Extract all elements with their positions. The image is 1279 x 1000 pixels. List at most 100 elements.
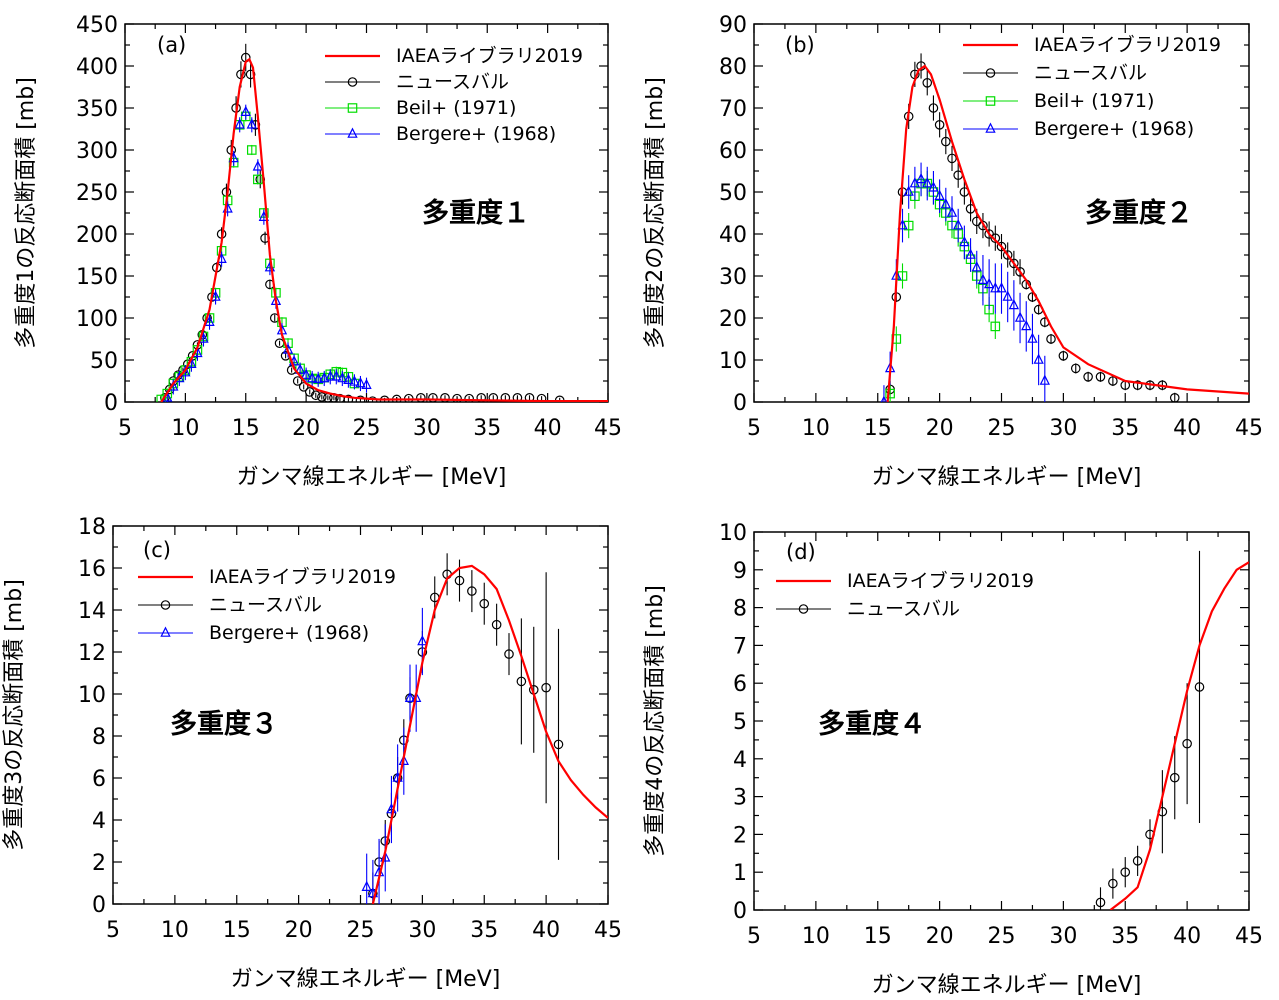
y-tick-label: 30	[719, 265, 747, 290]
series-2-points	[368, 553, 564, 904]
y-tick-label: 10	[719, 349, 747, 374]
data-point	[922, 78, 933, 88]
x-tick-label: 25	[988, 416, 1016, 441]
x-tick-label: 20	[926, 416, 954, 441]
data-point	[1169, 393, 1180, 402]
legend-item: Bergere+ (1968)	[138, 622, 369, 644]
data-point	[553, 739, 564, 750]
data-point	[1027, 332, 1038, 343]
x-tick-label: 5	[106, 918, 120, 943]
legend-item: ニュースバル	[325, 71, 509, 93]
panel-label: (b)	[785, 33, 815, 57]
x-tick-label: 45	[1235, 924, 1263, 949]
x-tick-label: 10	[802, 416, 830, 441]
series-2-points	[1095, 550, 1205, 910]
data-point	[903, 185, 914, 196]
x-tick-label: 20	[292, 416, 320, 441]
data-point	[1120, 867, 1131, 877]
y-tick-label: 200	[76, 223, 118, 248]
data-point	[294, 363, 306, 374]
y-tick-label: 0	[733, 391, 747, 416]
legend-label: ニュースバル	[847, 598, 960, 620]
legend-marker	[160, 600, 171, 610]
y-tick-label: 18	[78, 515, 106, 540]
data-point	[325, 370, 336, 381]
x-tick-label: 15	[864, 416, 892, 441]
x-tick-label: 45	[1235, 416, 1263, 441]
x-tick-label: 40	[1173, 416, 1201, 441]
legend-marker	[347, 103, 358, 113]
legend-label: Beil+ (1971)	[1034, 90, 1154, 112]
data-point	[292, 376, 303, 386]
data-point	[246, 118, 257, 129]
legend: IAEAライブラリ2019 ニュースバル Beil+ (1971) Bergere+ …	[325, 44, 583, 145]
legend-label: ニュースバル	[1034, 62, 1147, 84]
legend-item: Bergere+ (1968)	[963, 118, 1194, 140]
x-tick-label: 30	[413, 416, 441, 441]
data-point	[416, 393, 426, 402]
data-point	[512, 393, 523, 402]
x-tick-label: 15	[864, 924, 892, 949]
data-point	[210, 290, 221, 301]
data-point	[885, 388, 895, 399]
y-tick-label: 40	[719, 223, 747, 248]
data-point	[156, 394, 167, 402]
data-point	[516, 676, 527, 687]
x-axis-label: ガンマ線エネルギー [MeV]	[872, 973, 1142, 996]
data-point	[488, 393, 499, 402]
data-point	[454, 575, 465, 586]
data-point	[319, 371, 330, 383]
data-point	[1046, 334, 1056, 344]
x-tick-label: 25	[353, 416, 381, 441]
data-point	[1009, 258, 1019, 269]
x-tick-label: 15	[232, 416, 260, 441]
data-point	[313, 372, 324, 384]
data-point	[1194, 682, 1205, 692]
x-tick-label: 35	[1111, 924, 1139, 949]
data-layer	[880, 53, 1249, 402]
panel-label: (d)	[786, 540, 816, 564]
y-tick-label: 50	[90, 349, 118, 374]
data-point	[428, 393, 438, 402]
y-tick-label: 100	[76, 307, 118, 332]
data-point	[234, 118, 245, 129]
data-point	[245, 69, 256, 80]
data-point	[941, 136, 951, 147]
data-point	[990, 321, 1001, 332]
data-layer	[361, 553, 608, 904]
x-tick-label: 5	[118, 416, 132, 441]
legend: IAEAライブラリ2019 ニュースバル	[776, 569, 1034, 620]
data-point	[947, 153, 957, 164]
x-tick-label: 40	[534, 416, 562, 441]
data-point	[500, 393, 511, 402]
x-axis-label: ガンマ線エネルギー [MeV]	[231, 967, 501, 992]
legend-label: IAEAライブラリ2019	[209, 565, 396, 588]
data-point	[996, 241, 1007, 252]
x-tick-label: 35	[473, 416, 501, 441]
data-point	[940, 198, 951, 209]
legend-label: Bergere+ (1968)	[1034, 118, 1194, 140]
data-point	[928, 181, 939, 192]
data-point	[1108, 878, 1118, 889]
data-point	[398, 754, 409, 766]
data-point	[965, 248, 976, 259]
multiplicity-annotation: 多重度３	[170, 708, 278, 740]
series-1-line	[160, 57, 608, 402]
y-tick-label: 60	[719, 139, 747, 164]
data-point	[953, 219, 964, 230]
data-point	[331, 370, 342, 381]
data-point	[977, 273, 989, 284]
data-point	[300, 368, 312, 379]
x-tick-label: 10	[161, 918, 189, 943]
x-tick-label: 40	[1173, 924, 1201, 949]
y-tick-label: 300	[76, 139, 118, 164]
data-point	[411, 691, 422, 703]
y-tick-label: 80	[719, 55, 747, 80]
data-point	[928, 103, 939, 113]
series-1-line	[1109, 561, 1249, 910]
data-point	[922, 177, 933, 188]
legend-item: IAEAライブラリ2019	[138, 565, 396, 588]
legend-item: Beil+ (1971)	[325, 97, 516, 119]
